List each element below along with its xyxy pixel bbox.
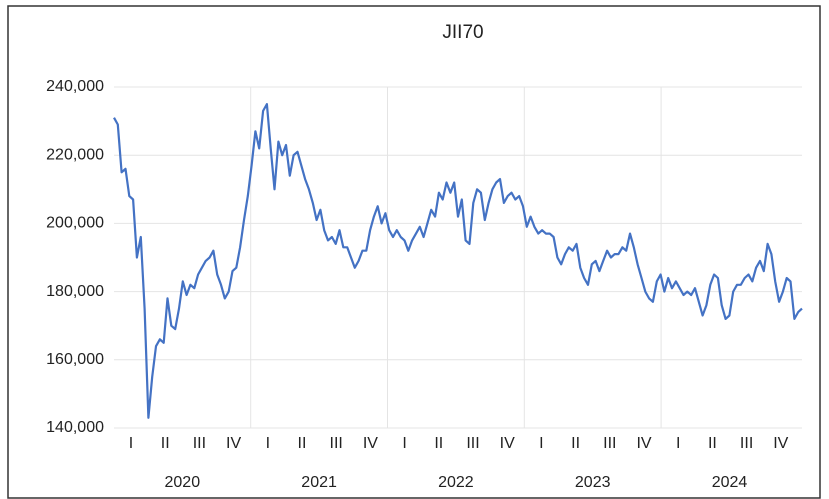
x-tick-label: IV bbox=[636, 435, 651, 452]
x-tick-label: I bbox=[129, 435, 133, 452]
x-tick-label: II bbox=[298, 435, 307, 452]
x-tick-label: I bbox=[539, 435, 543, 452]
year-label: 2021 bbox=[301, 474, 337, 491]
x-tick-label: III bbox=[740, 435, 753, 452]
x-tick-label: IV bbox=[773, 435, 788, 452]
y-tick-label: 220,000 bbox=[46, 146, 104, 163]
x-tick-label: II bbox=[434, 435, 443, 452]
x-tick-label: III bbox=[466, 435, 479, 452]
chart: JII70 140,000 160,000 180,000 200,000 220,00… bbox=[0, 0, 829, 499]
year-label: 2020 bbox=[165, 474, 201, 491]
chart-title: JII70 bbox=[442, 22, 483, 43]
y-tick-label: 180,000 bbox=[46, 283, 104, 300]
x-tick-label: III bbox=[193, 435, 206, 452]
x-tick-label: I bbox=[402, 435, 406, 452]
x-tick-label: IV bbox=[500, 435, 515, 452]
year-label: 2024 bbox=[712, 474, 748, 491]
y-tick-label: 200,000 bbox=[46, 215, 104, 232]
x-tick-label: II bbox=[571, 435, 580, 452]
x-tick-label: II bbox=[708, 435, 717, 452]
x-tick-label: III bbox=[330, 435, 343, 452]
x-tick-label: I bbox=[266, 435, 270, 452]
x-tick-label: I bbox=[676, 435, 680, 452]
year-label: 2022 bbox=[438, 474, 474, 491]
y-tick-label: 160,000 bbox=[46, 351, 104, 368]
year-label: 2023 bbox=[575, 474, 611, 491]
x-tick-label: II bbox=[161, 435, 170, 452]
x-tick-label: IV bbox=[226, 435, 241, 452]
y-tick-label: 240,000 bbox=[46, 78, 104, 95]
chart-frame bbox=[8, 6, 820, 498]
x-tick-label: III bbox=[603, 435, 616, 452]
y-tick-label: 140,000 bbox=[46, 419, 104, 436]
x-tick-label: IV bbox=[363, 435, 378, 452]
